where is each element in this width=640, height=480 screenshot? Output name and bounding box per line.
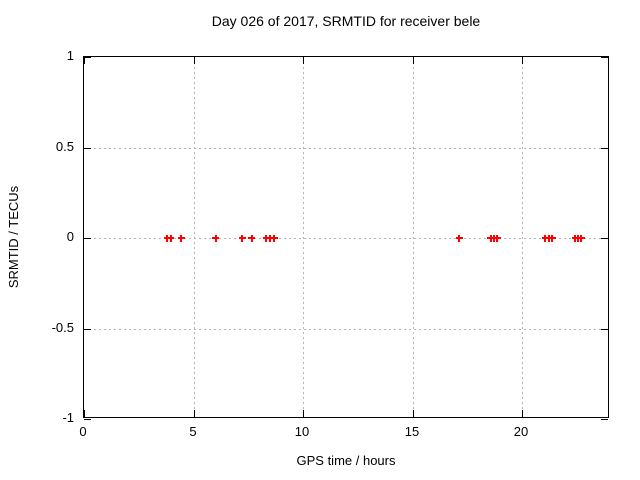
data-point-marker [577,234,585,242]
x-tick-mark [194,410,195,417]
x-tick-mark [413,57,414,64]
x-tick-mark [84,57,85,64]
x-tick-label: 10 [294,424,310,439]
plot-area [83,56,609,420]
x-tick-mark [84,410,85,417]
x-tick-mark [303,410,304,417]
y-tick-mark [601,57,608,58]
x-tick-mark [522,410,523,417]
gridline-vertical [194,57,195,417]
data-point-marker [455,234,463,242]
y-tick-mark [84,329,91,330]
y-tick-mark [601,329,608,330]
data-point-marker [262,234,270,242]
y-tick-mark [84,238,91,239]
data-point-marker [177,234,185,242]
gridline-horizontal [84,329,608,330]
x-tick-mark [522,57,523,64]
y-tick-mark [601,419,608,420]
data-point-marker [238,234,246,242]
x-tick-label: 20 [513,424,529,439]
gridline-vertical [413,57,414,417]
x-tick-label: 0 [79,424,87,439]
y-tick-mark [84,419,91,420]
data-point-marker [548,234,556,242]
x-tick-label: 5 [189,424,197,439]
x-tick-mark [303,57,304,64]
gridline-vertical [303,57,304,417]
gridline-horizontal [84,148,608,149]
x-tick-mark [194,57,195,64]
data-point-marker [493,234,501,242]
y-tick-label: 1 [66,48,74,63]
data-point-marker [212,234,220,242]
y-tick-mark [84,57,91,58]
gridline-horizontal [84,238,608,239]
y-tick-label: 0 [66,229,74,244]
x-axis-label: GPS time / hours [296,453,396,468]
data-point-marker [248,234,256,242]
y-tick-label: 0.5 [55,139,74,154]
data-point-marker [266,234,274,242]
y-tick-label: -1 [62,410,74,425]
y-tick-mark [601,148,608,149]
y-tick-label: -0.5 [51,320,74,335]
data-point-marker [270,234,278,242]
y-tick-mark [601,238,608,239]
data-point-marker [545,234,553,242]
x-tick-mark [413,410,414,417]
x-tick-label: 15 [404,424,420,439]
gridline-vertical [522,57,523,417]
data-point-marker [167,234,175,242]
chart-title: Day 026 of 2017, SRMTID for receiver bel… [211,13,481,29]
y-tick-mark [84,148,91,149]
